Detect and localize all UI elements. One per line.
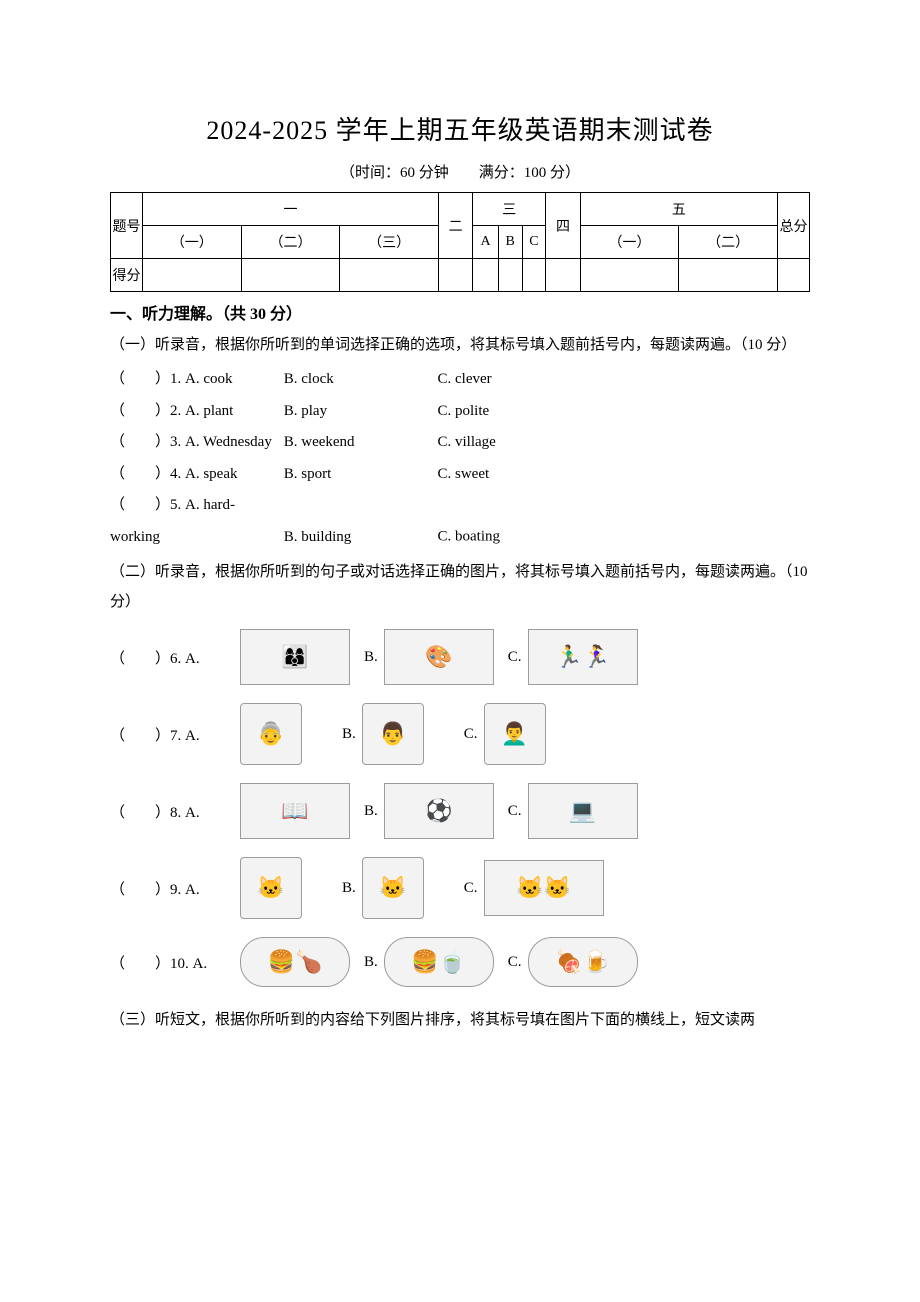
exam-title: 2024-2025 学年上期五年级英语期末测试卷 [110, 110, 810, 147]
score-sub-3b: B [498, 226, 522, 259]
q6-c-label: C. [508, 649, 522, 666]
score-blank [580, 259, 679, 292]
section-1-heading: 一、听力理解。（共 30 分） [110, 300, 810, 324]
score-sec-1: 一 [143, 193, 439, 226]
q6-lead: （ ）6. A. [110, 647, 240, 668]
q7-b-label: B. [342, 726, 356, 743]
part3-instruction: （三）听短文，根据你所听到的内容给下列图片排序，将其标号填在图片下面的横线上，短… [110, 1005, 810, 1035]
score-table: 题号 一 二 三 四 五 总分 （一） （二） （三） A B C （一） （二… [110, 192, 810, 292]
q10-img-c: 🍖🍺 [528, 937, 638, 987]
q1: （ ）1. A. cook B. clock C. clever [110, 364, 810, 396]
score-blank [241, 259, 340, 292]
score-blank [143, 259, 242, 292]
q10-b-label: B. [364, 954, 378, 971]
q10: （ ）10. A. 🍔🍗 B. 🍔🍵 C. 🍖🍺 [110, 937, 810, 987]
q5-c: C. boating [438, 529, 501, 545]
q9-b-label: B. [342, 880, 356, 897]
q4: （ ）4. A. speak B. sport C. sweet [110, 459, 810, 491]
q9-img-a: 🐱 [240, 857, 302, 919]
q9-c-label: C. [464, 880, 478, 897]
q4-b: B. sport [284, 459, 434, 491]
exam-subtitle: （时间：60 分钟 满分：100 分） [110, 161, 810, 182]
part2-instruction: （二）听录音，根据你所听到的句子或对话选择正确的图片，将其标号填入题前括号内，每… [110, 557, 810, 617]
score-sec-5: 五 [580, 193, 777, 226]
q6-img-c: 🏃‍♂️🏃‍♀️ [528, 629, 638, 685]
q2-c: C. polite [438, 403, 490, 419]
q7: （ ）7. A. 👵 B. 👨 C. 👨‍🦱 [110, 703, 810, 765]
score-sub-5a: （一） [580, 226, 679, 259]
score-sub-5b: （二） [679, 226, 778, 259]
score-sub-1a: （一） [143, 226, 242, 259]
score-blank [679, 259, 778, 292]
score-blank [546, 259, 580, 292]
score-blank [498, 259, 522, 292]
q9-img-b: 🐱 [362, 857, 424, 919]
q8: （ ）8. A. 📖 B. ⚽ C. 💻 [110, 783, 810, 839]
q6-img-b: 🎨 [384, 629, 494, 685]
q5-a: （ ）5. A. hard-working [110, 490, 280, 553]
q7-img-c: 👨‍🦱 [484, 703, 546, 765]
q4-c: C. sweet [438, 466, 490, 482]
score-sub-1b: （二） [241, 226, 340, 259]
q10-img-a: 🍔🍗 [240, 937, 350, 987]
score-blank [522, 259, 546, 292]
score-sec-3: 三 [473, 193, 546, 226]
q1-a: （ ）1. A. cook [110, 364, 280, 396]
q8-img-a: 📖 [240, 783, 350, 839]
score-blank [340, 259, 439, 292]
score-sec-4: 四 [546, 193, 580, 259]
score-blank [438, 259, 472, 292]
score-blank [473, 259, 499, 292]
q2-a: （ ）2. A. plant [110, 396, 280, 428]
score-blank [778, 259, 810, 292]
q10-img-b: 🍔🍵 [384, 937, 494, 987]
q8-c-label: C. [508, 803, 522, 820]
q1-b: B. clock [284, 364, 434, 396]
score-sub-3c: C [522, 226, 546, 259]
q4-a: （ ）4. A. speak [110, 459, 280, 491]
q9-img-c: 🐱🐱 [484, 860, 604, 916]
q6-b-label: B. [364, 649, 378, 666]
score-sec-2: 二 [438, 193, 472, 259]
q3: （ ）3. A. Wednesday B. weekend C. village [110, 427, 810, 459]
q2-b: B. play [284, 396, 434, 428]
q6: （ ）6. A. 👩‍👩‍👦 B. 🎨 C. 🏃‍♂️🏃‍♀️ [110, 629, 810, 685]
score-sub-3a: A [473, 226, 499, 259]
q7-img-b: 👨 [362, 703, 424, 765]
q2: （ ）2. A. plant B. play C. polite [110, 396, 810, 428]
q5-b: B. building [284, 522, 434, 554]
score-head-col: 题号 [111, 193, 143, 259]
q7-lead: （ ）7. A. [110, 724, 240, 745]
q8-b-label: B. [364, 803, 378, 820]
score-sub-1c: （三） [340, 226, 439, 259]
q8-lead: （ ）8. A. [110, 801, 240, 822]
q7-img-a: 👵 [240, 703, 302, 765]
part1-instruction: （一）听录音，根据你所听到的单词选择正确的选项，将其标号填入题前括号内，每题读两… [110, 330, 810, 360]
q8-img-b: ⚽ [384, 783, 494, 839]
q9-lead: （ ）9. A. [110, 878, 240, 899]
q3-b: B. weekend [284, 427, 434, 459]
score-row-label: 得分 [111, 259, 143, 292]
q6-img-a: 👩‍👩‍👦 [240, 629, 350, 685]
q3-a: （ ）3. A. Wednesday [110, 427, 280, 459]
q5: （ ）5. A. hard-working B. building C. boa… [110, 490, 810, 553]
q10-c-label: C. [508, 954, 522, 971]
q8-img-c: 💻 [528, 783, 638, 839]
q3-c: C. village [438, 434, 496, 450]
q10-lead: （ ）10. A. [110, 952, 240, 973]
q7-c-label: C. [464, 726, 478, 743]
q9: （ ）9. A. 🐱 B. 🐱 C. 🐱🐱 [110, 857, 810, 919]
score-total: 总分 [778, 193, 810, 259]
q1-c: C. clever [438, 371, 492, 387]
